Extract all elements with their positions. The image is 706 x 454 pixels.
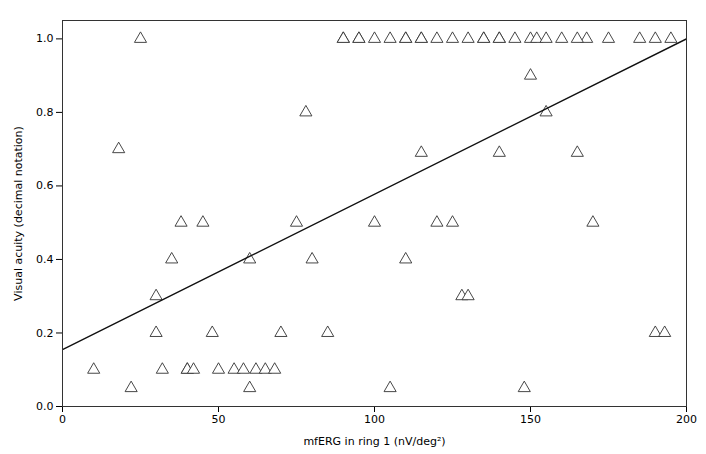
svg-text:mfERG in ring 1 (nV/deg²): mfERG in ring 1 (nV/deg²): [303, 435, 445, 448]
svg-text:0: 0: [59, 413, 66, 426]
svg-text:0.4: 0.4: [36, 253, 54, 266]
svg-text:1.0: 1.0: [36, 32, 54, 45]
svg-text:0.0: 0.0: [36, 400, 54, 413]
svg-text:Visual acuity (decimal notatio: Visual acuity (decimal notation): [12, 126, 25, 301]
svg-text:50: 50: [212, 413, 226, 426]
svg-text:0.8: 0.8: [36, 106, 54, 119]
svg-text:150: 150: [520, 413, 541, 426]
svg-text:200: 200: [676, 413, 697, 426]
svg-text:100: 100: [364, 413, 385, 426]
svg-text:0.6: 0.6: [36, 179, 54, 192]
svg-text:0.2: 0.2: [36, 326, 54, 339]
